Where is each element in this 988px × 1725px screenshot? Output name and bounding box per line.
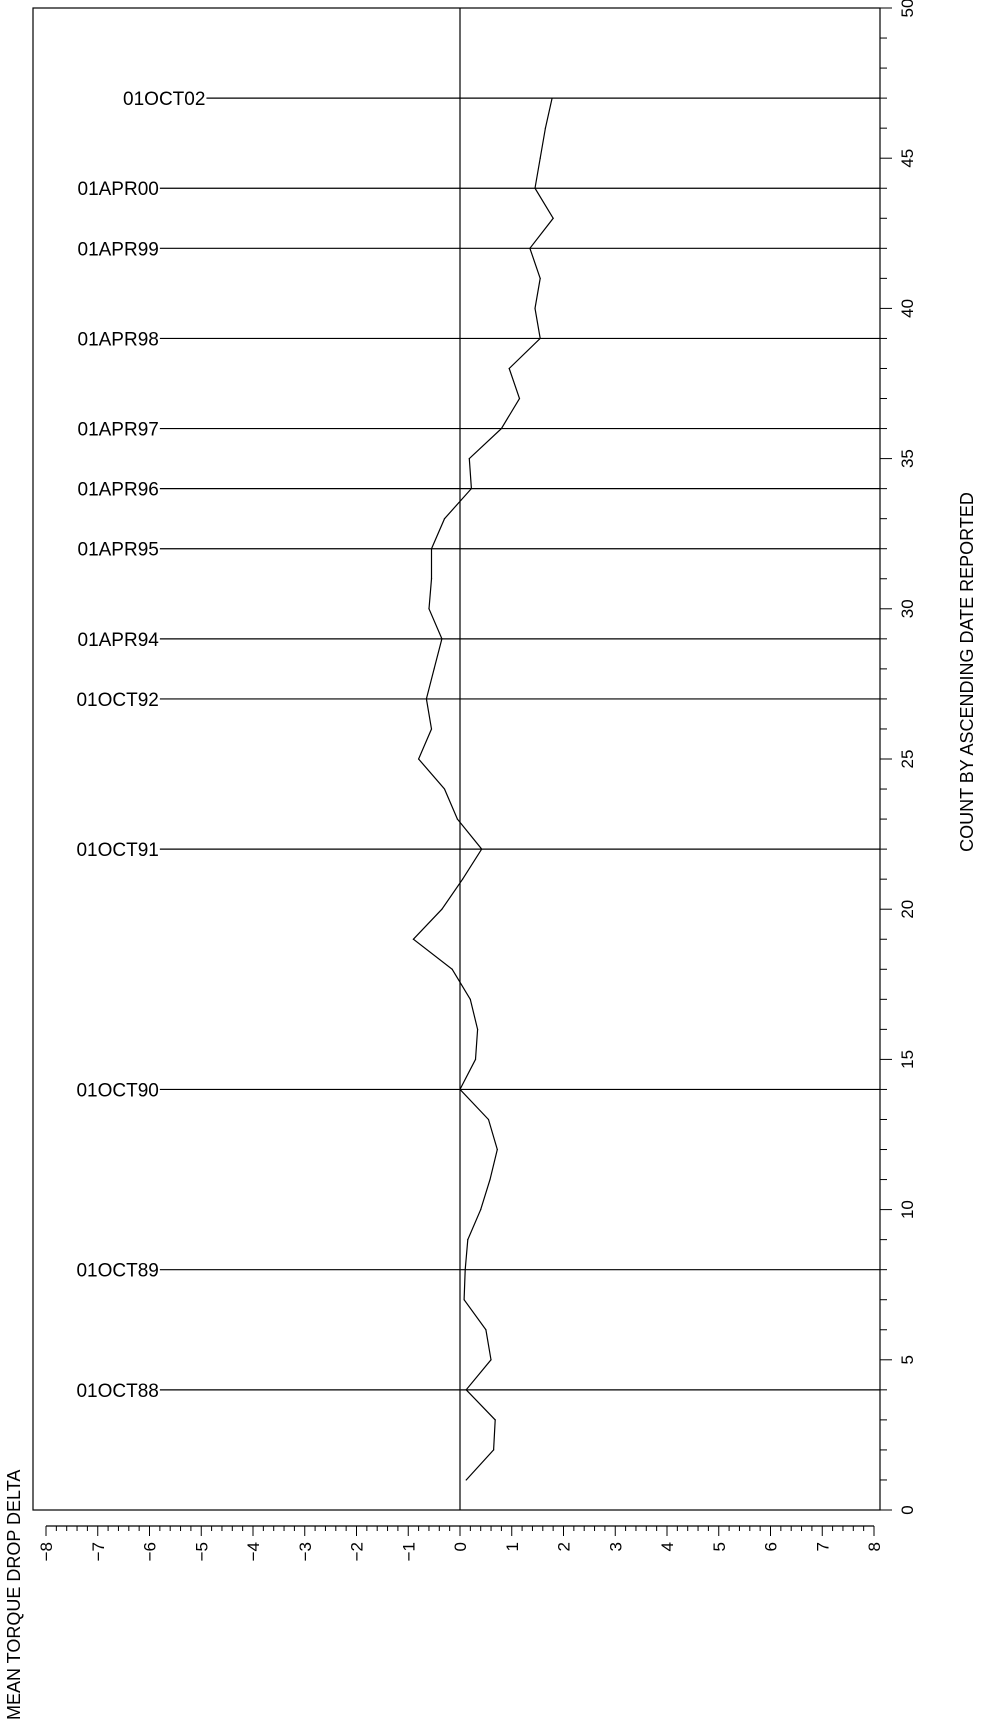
event-label-01oct89: 01OCT89 xyxy=(76,1261,158,1282)
y-axis: 0 5 10 15 20 25 30 35 40 45 50 xyxy=(880,0,917,1515)
data-point-6 xyxy=(463,1299,465,1301)
data-point-24 xyxy=(418,758,420,760)
event-label-01apr00: 01APR00 xyxy=(78,179,159,200)
event-label-01oct92: 01OCT92 xyxy=(76,690,158,711)
y-tick-label: 35 xyxy=(898,449,917,468)
data-point-41 xyxy=(529,247,531,249)
data-point-30 xyxy=(430,578,433,580)
reference-lines-layer xyxy=(159,8,880,1510)
data-point-20 xyxy=(461,878,464,880)
event-label-01apr95: 01APR95 xyxy=(78,540,159,561)
data-point-35 xyxy=(500,427,502,430)
series-line-0 xyxy=(412,97,554,1481)
y-tick-label: 0 xyxy=(898,1505,917,1514)
y-tick-label: 40 xyxy=(898,299,917,318)
x-tick-label: 6 xyxy=(762,1542,781,1551)
x-tick-label: −1 xyxy=(399,1542,418,1561)
x-tick-label: −2 xyxy=(348,1542,367,1561)
x-tick-label: 5 xyxy=(710,1542,729,1551)
y-tick-label: 50 xyxy=(898,0,917,17)
data-point-27 xyxy=(433,668,435,670)
x-tick-label: 0 xyxy=(451,1542,470,1551)
data-point-44 xyxy=(539,157,541,159)
data-point-5 xyxy=(485,1329,487,1331)
data-point-37 xyxy=(508,367,510,370)
event-label-01oct90: 01OCT90 xyxy=(76,1080,158,1101)
data-point-14 xyxy=(474,1058,477,1060)
x-tick-label: −7 xyxy=(89,1542,108,1561)
data-point-1 xyxy=(493,1449,495,1451)
x-tick-label: −4 xyxy=(244,1542,263,1561)
data-point-9 xyxy=(480,1209,482,1211)
event-label-01apr97: 01APR97 xyxy=(78,420,159,441)
data-point-39 xyxy=(534,307,536,309)
data-point-12 xyxy=(487,1118,490,1121)
x-tick-label: 3 xyxy=(606,1542,625,1551)
data-point-21 xyxy=(481,848,483,850)
data-point-28 xyxy=(441,638,443,640)
data-point-36 xyxy=(518,397,521,400)
x-tick-label: 1 xyxy=(503,1542,522,1551)
y-tick-label: 20 xyxy=(898,900,917,919)
data-point-45 xyxy=(544,127,546,129)
data-point-26 xyxy=(425,698,427,700)
event-label-01apr94: 01APR94 xyxy=(78,630,160,651)
x-tick-label: −6 xyxy=(141,1542,160,1561)
data-point-16 xyxy=(469,998,471,1000)
event-label-01oct02: 01OCT02 xyxy=(123,89,205,110)
data-point-40 xyxy=(539,277,541,279)
event-label-01apr99: 01APR99 xyxy=(78,239,159,260)
event-label-01oct88: 01OCT88 xyxy=(76,1381,158,1402)
data-point-29 xyxy=(428,608,430,610)
x-tick-label: −8 xyxy=(37,1542,56,1561)
x-axis: −8 −7 −6 −5 −4 −3 −2 −1 0 1 2 3 4 5 6 7 8 xyxy=(37,1525,884,1561)
x-tick-label: 8 xyxy=(865,1542,884,1551)
data-point-7 xyxy=(464,1269,466,1271)
data-point-8 xyxy=(467,1239,469,1241)
event-labels-layer: 01OCT02 01APR00 01APR99 01APR98 01APR97 01APR… xyxy=(76,89,205,1402)
data-point-38 xyxy=(539,337,541,340)
y-tick-label: 5 xyxy=(898,1355,917,1364)
data-point-3 xyxy=(465,1389,467,1391)
data-point-42 xyxy=(552,217,554,219)
x-tick-label: 7 xyxy=(813,1542,832,1551)
x-tick-label: 4 xyxy=(658,1542,677,1551)
y-tick-label: 45 xyxy=(898,149,917,168)
y-tick-label: 25 xyxy=(898,750,917,769)
data-point-33 xyxy=(470,488,472,490)
event-label-01apr98: 01APR98 xyxy=(78,329,159,350)
y-tick-label: 15 xyxy=(898,1050,917,1069)
x-tick-label: −3 xyxy=(296,1542,315,1561)
event-label-01oct91: 01OCT91 xyxy=(76,840,158,861)
plot-frame xyxy=(32,7,881,1511)
y-axis-title: COUNT BY ASCENDING DATE REPORTED xyxy=(957,492,977,852)
y-tick-label: 10 xyxy=(898,1200,917,1219)
data-point-22 xyxy=(456,818,459,820)
data-point-15 xyxy=(476,1028,479,1030)
data-point-32 xyxy=(443,518,446,520)
data-point-43 xyxy=(534,187,536,189)
plot-frame-layer xyxy=(32,7,881,1511)
data-point-17 xyxy=(451,968,453,970)
data-point-0 xyxy=(465,1479,467,1481)
data-point-10 xyxy=(489,1178,491,1181)
data-point-2 xyxy=(494,1419,496,1421)
data-point-18 xyxy=(412,938,415,940)
x-tick-label: 2 xyxy=(555,1542,574,1551)
data-point-34 xyxy=(468,458,470,460)
data-point-23 xyxy=(443,788,446,790)
series-layer xyxy=(412,97,554,1481)
data-point-4 xyxy=(490,1359,492,1361)
y-tick-label: 30 xyxy=(898,599,917,618)
data-point-31 xyxy=(430,548,433,550)
data-point-19 xyxy=(441,908,443,910)
data-point-13 xyxy=(459,1088,461,1091)
event-label-01apr96: 01APR96 xyxy=(78,480,159,501)
x-tick-label: −5 xyxy=(192,1542,211,1561)
data-point-11 xyxy=(496,1148,498,1151)
data-point-25 xyxy=(430,728,433,730)
data-point-46 xyxy=(551,97,553,99)
x-axis-title: MEAN TORQUE DROP DELTA xyxy=(4,1470,24,1720)
